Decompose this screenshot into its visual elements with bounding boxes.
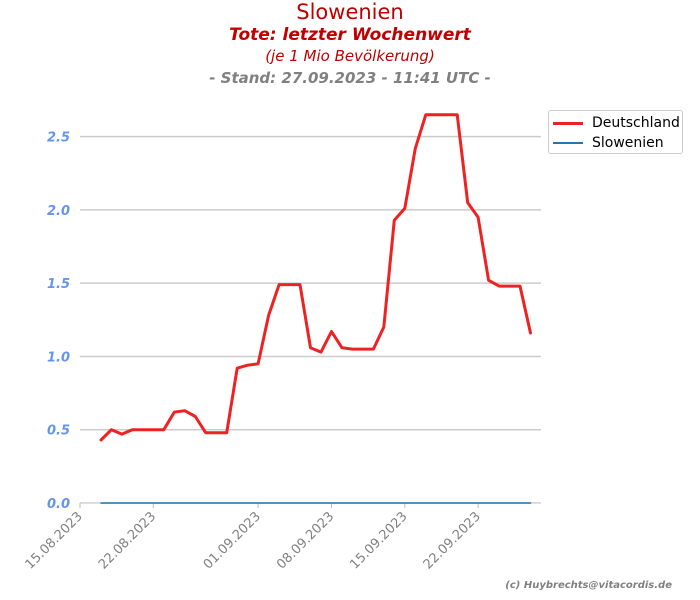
- legend-swatch-deutschland: [553, 121, 583, 125]
- x-tick-label: 15.09.2023: [347, 509, 410, 572]
- legend-label-slowenien: Slowenien: [592, 135, 664, 151]
- y-tick-label: 0.5: [47, 424, 70, 439]
- chart-subtitle-stand: - Stand: 27.09.2023 - 11:41 UTC -: [209, 69, 491, 87]
- y-axis-ticks: 0.0 0.5 1.0 1.5 2.0 2.5: [47, 131, 70, 512]
- x-tick-label: 22.09.2023: [421, 509, 484, 572]
- copyright-note: (c) Huybrechts@vitacordis.de: [505, 580, 672, 591]
- chart-title-metric: Tote: letzter Wochenwert: [229, 25, 471, 45]
- legend-label-deutschland: Deutschland: [592, 115, 680, 131]
- x-axis: 15.08.2023 22.08.2023 01.09.2023 08.09.2023…: [23, 503, 541, 572]
- x-tick-label: 22.08.2023: [96, 509, 159, 572]
- y-tick-label: 1.5: [47, 277, 70, 292]
- legend-swatch-slowenien: [553, 142, 583, 144]
- y-tick-label: 0.0: [47, 497, 70, 512]
- legend-item-slowenien: Slowenien: [553, 134, 664, 152]
- x-tick-label: 08.09.2023: [274, 509, 337, 572]
- legend-item-deutschland: Deutschland: [553, 114, 680, 132]
- x-tick-label: 01.09.2023: [201, 509, 264, 572]
- y-tick-label: 2.5: [47, 131, 70, 146]
- legend: Deutschland Slowenien: [548, 110, 683, 154]
- y-tick-label: 1.0: [47, 350, 70, 365]
- series-lines: [99, 113, 532, 504]
- y-tick-label: 2.0: [47, 204, 70, 219]
- chart-subtitle-unit: (je 1 Mio Bevölkerung): [265, 47, 435, 65]
- series-line-deutschland: [99, 113, 532, 442]
- chart-title-country: Slowenien: [296, 0, 404, 24]
- grid-lines: [80, 135, 541, 504]
- x-tick-label: 15.08.2023: [23, 509, 86, 572]
